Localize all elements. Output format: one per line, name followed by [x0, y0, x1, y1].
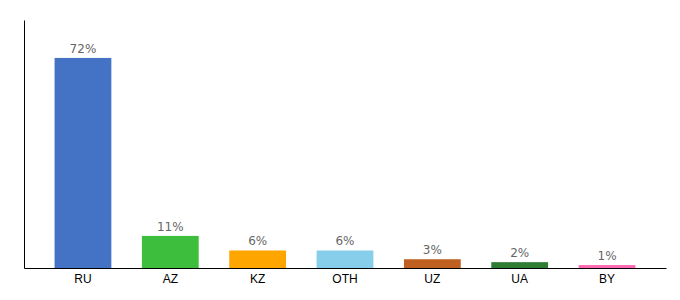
x-axis-line [25, 268, 667, 269]
chart: RU AZ KZ OTH UZ UA BY 72% 11% 6% 6% 3% 2% 1% [0, 0, 680, 300]
data-label: 2% [510, 246, 529, 260]
bar [491, 262, 548, 268]
x-tick: UZ [424, 272, 440, 286]
y-axis [24, 21, 25, 269]
x-tick: AZ [163, 272, 178, 286]
data-labels: 72% 11% 6% 6% 3% 2% 1% [70, 42, 617, 263]
data-label: 11% [157, 220, 184, 234]
x-tick: UA [511, 272, 528, 286]
x-tick-label: AZ [163, 272, 178, 286]
x-tick-label: UA [511, 272, 528, 286]
data-label: 72% [70, 42, 97, 56]
bar [404, 259, 461, 268]
x-tick-label: UZ [424, 272, 440, 286]
bars [55, 58, 636, 268]
bar [317, 250, 374, 268]
x-tick-label: BY [599, 272, 615, 286]
x-axis: RU AZ KZ OTH UZ UA BY [25, 269, 667, 286]
bar [579, 265, 636, 268]
x-tick: RU [74, 272, 91, 286]
x-tick: KZ [250, 272, 265, 286]
x-tick: OTH [332, 272, 357, 286]
bar [55, 58, 112, 268]
x-tick-label: KZ [250, 272, 265, 286]
data-label: 6% [248, 234, 267, 248]
data-label: 6% [335, 234, 354, 248]
data-label: 1% [598, 249, 617, 263]
bar [229, 250, 286, 268]
data-label: 3% [423, 243, 442, 257]
bar [142, 236, 199, 268]
plot: RU AZ KZ OTH UZ UA BY 72% 11% 6% 6% 3% 2% 1% [25, 21, 667, 286]
y-axis-line [24, 21, 25, 269]
x-tick-label: RU [74, 272, 91, 286]
x-tick: BY [599, 272, 615, 286]
x-tick-label: OTH [332, 272, 357, 286]
